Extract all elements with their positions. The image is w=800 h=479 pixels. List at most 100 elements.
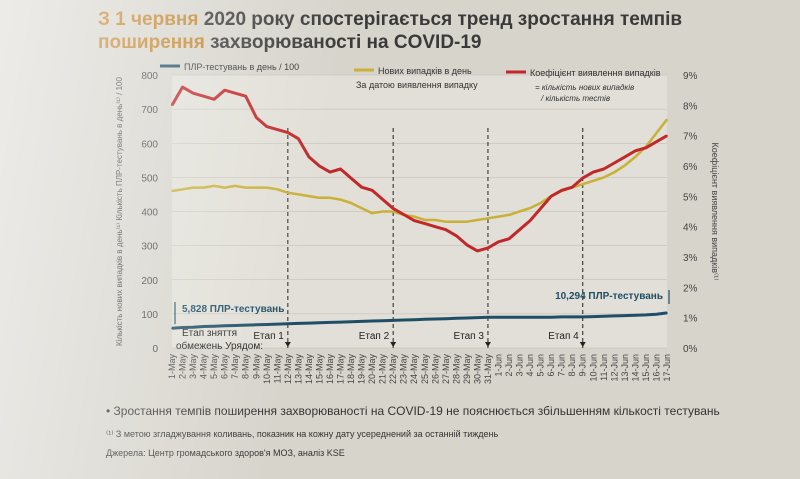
x-tick-label: 9-May bbox=[251, 354, 261, 380]
series-point-1 bbox=[581, 183, 584, 185]
x-tick-label: 29-May bbox=[462, 354, 472, 385]
series-point-2 bbox=[634, 150, 637, 152]
x-tick-label: 16-Jun bbox=[651, 354, 661, 382]
x-tick-label: 4-May bbox=[199, 354, 209, 380]
series-point-1 bbox=[434, 219, 437, 221]
series-point-2 bbox=[392, 207, 395, 210]
series-point-0 bbox=[466, 317, 468, 319]
y-right-tick-label: 3% bbox=[683, 253, 698, 264]
series-point-0 bbox=[360, 320, 363, 323]
series-point-0 bbox=[350, 320, 352, 323]
x-tick-label: 21-May bbox=[378, 354, 388, 385]
x-tick-label: 28-May bbox=[451, 354, 461, 385]
series-point-0 bbox=[455, 317, 458, 320]
x-tick-label: 15-May bbox=[314, 354, 324, 385]
series-point-2 bbox=[318, 165, 321, 167]
series-point-1 bbox=[624, 164, 626, 167]
x-tick-label: 2-May bbox=[178, 354, 188, 380]
series-point-1 bbox=[613, 171, 616, 174]
legend-label-tests: ПЛР-тестувань в день / 100 bbox=[184, 62, 299, 72]
series-point-0 bbox=[202, 325, 205, 328]
series-point-1 bbox=[350, 202, 352, 204]
legend-sub-cases: За датою виявлення випадку bbox=[356, 80, 478, 90]
x-tick-label: 8-May bbox=[241, 354, 251, 380]
series-point-2 bbox=[276, 128, 279, 131]
series-point-1 bbox=[508, 214, 510, 216]
series-point-2 bbox=[297, 137, 300, 140]
series-point-1 bbox=[487, 217, 489, 220]
x-tick-label: 22-May bbox=[388, 354, 398, 385]
x-tick-label: 7-May bbox=[230, 354, 240, 380]
x-tick-label: 19-May bbox=[357, 354, 367, 385]
series-point-2 bbox=[497, 241, 500, 243]
series-point-2 bbox=[213, 98, 215, 101]
series-point-1 bbox=[329, 197, 331, 199]
series-point-0 bbox=[413, 318, 416, 321]
series-point-2 bbox=[581, 177, 584, 179]
series-point-1 bbox=[634, 156, 637, 158]
series-point-1 bbox=[223, 186, 226, 189]
series-point-1 bbox=[360, 207, 363, 209]
series-point-2 bbox=[434, 225, 437, 228]
series-point-1 bbox=[424, 219, 426, 221]
series-point-2 bbox=[371, 189, 373, 192]
series-point-0 bbox=[613, 315, 616, 317]
x-tick-label: 13-May bbox=[293, 354, 303, 385]
series-point-0 bbox=[223, 325, 226, 327]
series-point-1 bbox=[603, 176, 605, 179]
series-point-0 bbox=[550, 316, 552, 319]
x-tick-label: 12-May bbox=[283, 354, 293, 385]
series-point-0 bbox=[213, 325, 215, 328]
series-point-0 bbox=[655, 313, 658, 316]
series-point-0 bbox=[381, 319, 384, 322]
y-right-tick-label: 1% bbox=[683, 314, 698, 325]
series-point-1 bbox=[192, 186, 194, 189]
series-point-1 bbox=[276, 188, 279, 191]
series-point-2 bbox=[244, 95, 247, 97]
x-tick-label: 4-Jun bbox=[525, 354, 535, 377]
stage-label: Етап 3 bbox=[453, 331, 484, 342]
series-point-0 bbox=[181, 326, 184, 329]
series-point-2 bbox=[613, 162, 616, 164]
y-right-tick-label: 7% bbox=[683, 132, 698, 143]
series-point-1 bbox=[655, 132, 658, 134]
series-point-2 bbox=[455, 235, 458, 237]
x-tick-label: 5-May bbox=[209, 354, 219, 380]
y-right-tick-label: 5% bbox=[683, 192, 698, 203]
series-point-0 bbox=[287, 323, 289, 325]
legend-label-rate: Коефіцієнт виявлення випадків bbox=[530, 68, 661, 78]
series-point-2 bbox=[329, 171, 331, 173]
y-right-tick-label: 2% bbox=[683, 283, 698, 294]
series-point-0 bbox=[244, 324, 247, 326]
series-point-0 bbox=[634, 314, 637, 317]
series-point-2 bbox=[529, 219, 531, 222]
legend-sub-rate-2: / кількість тестів bbox=[540, 94, 610, 103]
series-point-0 bbox=[266, 323, 268, 326]
series-point-1 bbox=[466, 220, 468, 223]
series-point-2 bbox=[550, 195, 552, 198]
series-point-0 bbox=[424, 318, 426, 321]
series-point-0 bbox=[192, 326, 194, 329]
x-tick-label: 27-May bbox=[441, 354, 451, 385]
y-left-tick-label: 0 bbox=[152, 344, 158, 355]
series-point-1 bbox=[171, 190, 173, 192]
y-right-tick-label: 4% bbox=[683, 223, 698, 234]
series-point-1 bbox=[244, 186, 247, 189]
series-point-0 bbox=[508, 316, 510, 319]
x-tick-label: 7-Jun bbox=[557, 354, 567, 377]
y-right-tick-label: 0% bbox=[683, 344, 698, 355]
y-right-tick-label: 6% bbox=[683, 162, 698, 173]
y-left-tick-label: 800 bbox=[141, 71, 158, 82]
series-point-2 bbox=[487, 247, 489, 249]
x-tick-label: 15-Jun bbox=[641, 354, 651, 382]
x-tick-label: 14-Jun bbox=[630, 354, 640, 382]
series-point-2 bbox=[560, 189, 563, 192]
series-point-0 bbox=[171, 327, 173, 330]
y-right-tick-label: 9% bbox=[683, 71, 698, 82]
stage-label: Етап 4 bbox=[548, 331, 579, 342]
x-tick-label: 17-Jun bbox=[662, 354, 672, 382]
y-left-tick-label: 300 bbox=[141, 242, 158, 253]
x-tick-label: 1-May bbox=[167, 354, 177, 380]
y-left-tick-label: 700 bbox=[141, 105, 158, 116]
x-tick-label: 13-Jun bbox=[620, 354, 630, 382]
